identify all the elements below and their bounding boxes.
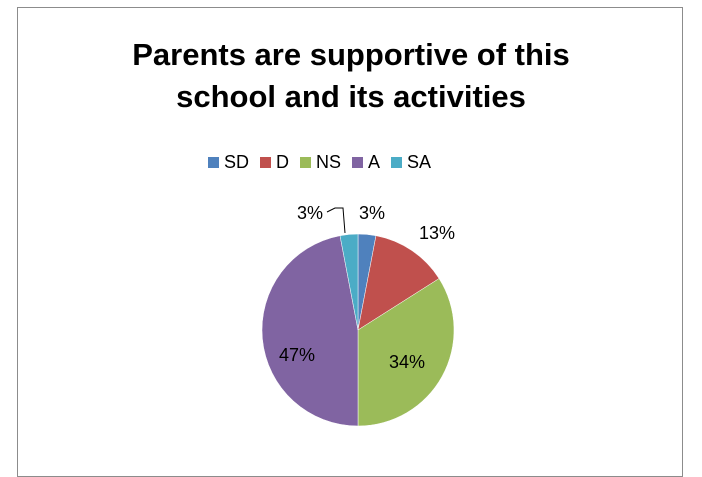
legend-label-sa: SA: [407, 151, 432, 172]
data-label-a: 47%: [279, 345, 315, 365]
data-label-sd: 3%: [359, 203, 385, 223]
legend-label-d: D: [276, 151, 290, 172]
data-label-d: 13%: [419, 223, 455, 243]
legend-swatch-d: [260, 156, 272, 168]
chart-title-line-2: school and its activities: [176, 79, 526, 114]
data-label-ns: 34%: [389, 352, 425, 372]
legend-swatch-a: [352, 156, 364, 168]
legend-label-ns: NS: [316, 151, 342, 172]
legend-item-sa: SA: [391, 152, 431, 173]
legend-label-a: A: [368, 151, 381, 172]
leader-line-sa: [326, 207, 346, 234]
pie-slice-sa: [339, 233, 359, 331]
pie-chart: 3% 13% 34% 47% 3%: [261, 203, 455, 427]
legend-swatch-sd: [208, 156, 219, 168]
chart-title-line-1: Parents are supportive of this: [132, 37, 570, 72]
legend-item-ns: NS: [300, 152, 341, 173]
pie-slice-d: [357, 235, 440, 331]
legend-item-sd: SD: [208, 152, 249, 173]
legend-label-sd: SD: [224, 151, 250, 172]
chart-title: Parents are supportive of this school an…: [0, 34, 702, 118]
chart-legend: SD D NS A SA: [208, 150, 442, 174]
legend-swatch-sa: [391, 156, 403, 168]
legend-item-d: D: [260, 152, 289, 173]
legend-swatch-ns: [300, 156, 312, 168]
legend-item-a: A: [352, 152, 380, 173]
data-label-sa: 3%: [297, 203, 323, 223]
pie-slice-ns: [357, 278, 455, 427]
pie-slice-a: [261, 235, 359, 427]
